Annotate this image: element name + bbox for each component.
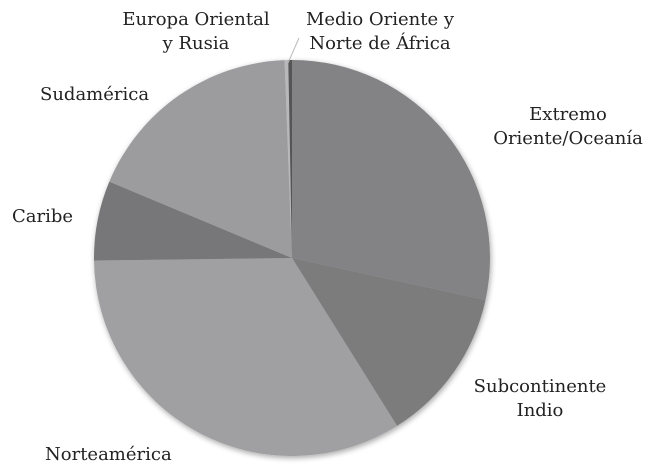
slice-label: Caribe (12, 206, 73, 227)
slice-label-line: Subcontinente (474, 376, 607, 397)
slice-label-line: Caribe (12, 206, 73, 227)
pie-slices (93, 60, 490, 456)
pie-slice (292, 258, 486, 426)
pie-labels: Extremo Oriente/Oceanía Subcontinente Indio… (12, 9, 643, 465)
slice-label-line: Europa Oriental (122, 9, 269, 30)
slice-label-line: Indio (517, 400, 564, 421)
pie-slice (288, 60, 292, 258)
slice-label: Europa Oriental y Rusia (122, 9, 269, 54)
slice-label: Medio Oriente y Norte de África (306, 9, 455, 54)
slice-label: Subcontinente Indio (474, 376, 607, 421)
slice-label-line: Norte de África (309, 31, 450, 54)
slice-label-line: Medio Oriente y (306, 9, 455, 30)
slice-label-line: Norteamérica (45, 444, 172, 465)
slice-label: Extremo Oriente/Oceanía (493, 104, 643, 149)
slice-label-line: Oriente/Oceanía (493, 128, 643, 149)
pie-slice (109, 60, 293, 258)
slice-label-line: Sudamérica (40, 84, 149, 105)
slice-label-line: y Rusia (162, 33, 230, 54)
leader-line (287, 37, 300, 64)
pie-slice (93, 181, 292, 261)
pie-slice (94, 258, 398, 456)
pie-slice (284, 60, 292, 259)
pie-slice (292, 60, 490, 300)
slice-label-line: Extremo (529, 104, 607, 125)
slice-label: Norteamérica (45, 444, 172, 465)
slice-label: Sudamérica (40, 84, 149, 105)
